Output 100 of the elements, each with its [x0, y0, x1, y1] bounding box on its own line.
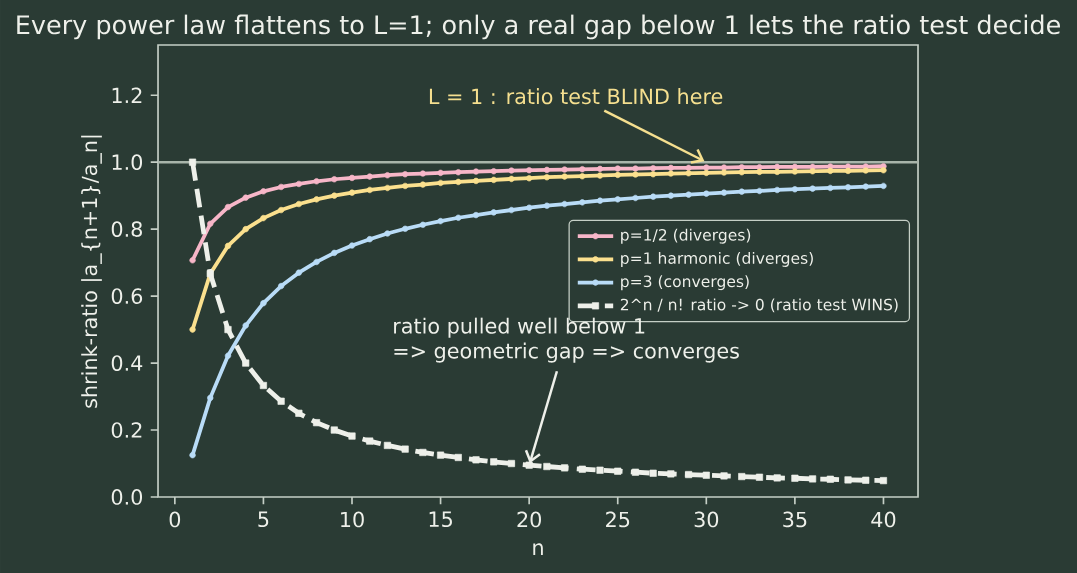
point — [596, 466, 604, 474]
point — [455, 169, 462, 176]
point — [490, 176, 497, 184]
annotation: L = 1 : ratio test BLIND here — [429, 88, 723, 105]
point — [826, 475, 834, 483]
legend-label: p=1/2 (diverges) — [621, 228, 751, 244]
x-tick-label: 25 — [606, 511, 630, 528]
x-tick-label: 5 — [258, 511, 269, 528]
point — [242, 194, 249, 201]
point — [348, 174, 356, 182]
point — [614, 165, 621, 172]
point — [295, 200, 302, 208]
point — [579, 173, 586, 180]
point — [809, 168, 816, 175]
point — [561, 200, 568, 208]
point — [880, 182, 887, 190]
point — [702, 471, 710, 479]
point — [331, 192, 338, 199]
x-tick-label: 35 — [783, 511, 807, 528]
legend-label: 2^n / n! ratio -> 0 (ratio test WINS) — [620, 298, 898, 313]
point — [455, 178, 462, 186]
point — [224, 203, 232, 211]
y-axis-title: shrink-ratio |a_{n+1}/a_n| — [81, 135, 102, 408]
point — [384, 172, 391, 179]
point — [685, 170, 692, 177]
point — [437, 217, 444, 225]
point — [738, 164, 745, 171]
point — [738, 473, 746, 481]
point — [508, 175, 515, 183]
point — [561, 173, 568, 180]
point — [667, 470, 675, 478]
point — [720, 164, 728, 171]
point — [189, 158, 197, 166]
point — [278, 282, 285, 290]
x-tick-label: 10 — [341, 511, 364, 528]
point — [455, 214, 462, 221]
point — [437, 169, 444, 177]
point — [614, 196, 621, 203]
point — [844, 167, 852, 175]
point — [596, 197, 604, 204]
point — [507, 459, 515, 468]
point — [348, 189, 356, 196]
point — [189, 257, 196, 264]
point — [402, 182, 409, 190]
point — [791, 474, 799, 482]
point — [650, 171, 657, 178]
point — [596, 165, 604, 172]
point — [526, 204, 533, 211]
point — [632, 165, 639, 172]
point — [313, 258, 320, 266]
point — [207, 220, 214, 227]
point — [880, 167, 887, 174]
point — [260, 214, 267, 222]
point — [437, 451, 445, 459]
x-tick-label: 30 — [694, 511, 719, 528]
point — [384, 184, 391, 192]
x-tick-label: 20 — [517, 511, 541, 528]
point — [649, 469, 657, 477]
point — [650, 165, 657, 172]
point — [472, 211, 480, 219]
point — [313, 419, 321, 427]
point — [756, 168, 763, 176]
point — [525, 461, 533, 469]
point — [755, 473, 763, 481]
point — [366, 186, 373, 194]
point — [278, 206, 285, 214]
point — [862, 476, 870, 484]
point — [685, 164, 692, 171]
point — [331, 249, 338, 257]
point — [720, 189, 728, 196]
point — [348, 432, 356, 440]
point — [543, 174, 550, 181]
point — [720, 169, 728, 176]
point — [189, 452, 196, 459]
point — [578, 465, 586, 473]
y-tick-label: 0.8 — [111, 221, 142, 237]
point — [773, 474, 781, 482]
point — [632, 194, 639, 202]
point — [579, 199, 586, 206]
point — [703, 164, 710, 171]
point — [862, 183, 869, 190]
point — [295, 409, 303, 417]
point — [330, 426, 338, 434]
point — [774, 163, 781, 170]
point — [791, 168, 799, 175]
y-tick-label: 0.2 — [111, 422, 142, 438]
point — [667, 192, 674, 199]
point — [260, 300, 267, 307]
x-axis-title: n — [533, 543, 543, 555]
point — [490, 458, 498, 466]
point — [490, 168, 497, 175]
y-tick-label: 1.2 — [112, 87, 142, 103]
point — [224, 326, 232, 334]
point — [827, 184, 834, 192]
point — [437, 179, 444, 187]
legend-label: p=1 harmonic (diverges) — [621, 251, 813, 267]
x-tick-label: 0 — [169, 511, 181, 528]
point — [224, 352, 232, 359]
point — [419, 221, 426, 228]
point — [614, 171, 621, 179]
